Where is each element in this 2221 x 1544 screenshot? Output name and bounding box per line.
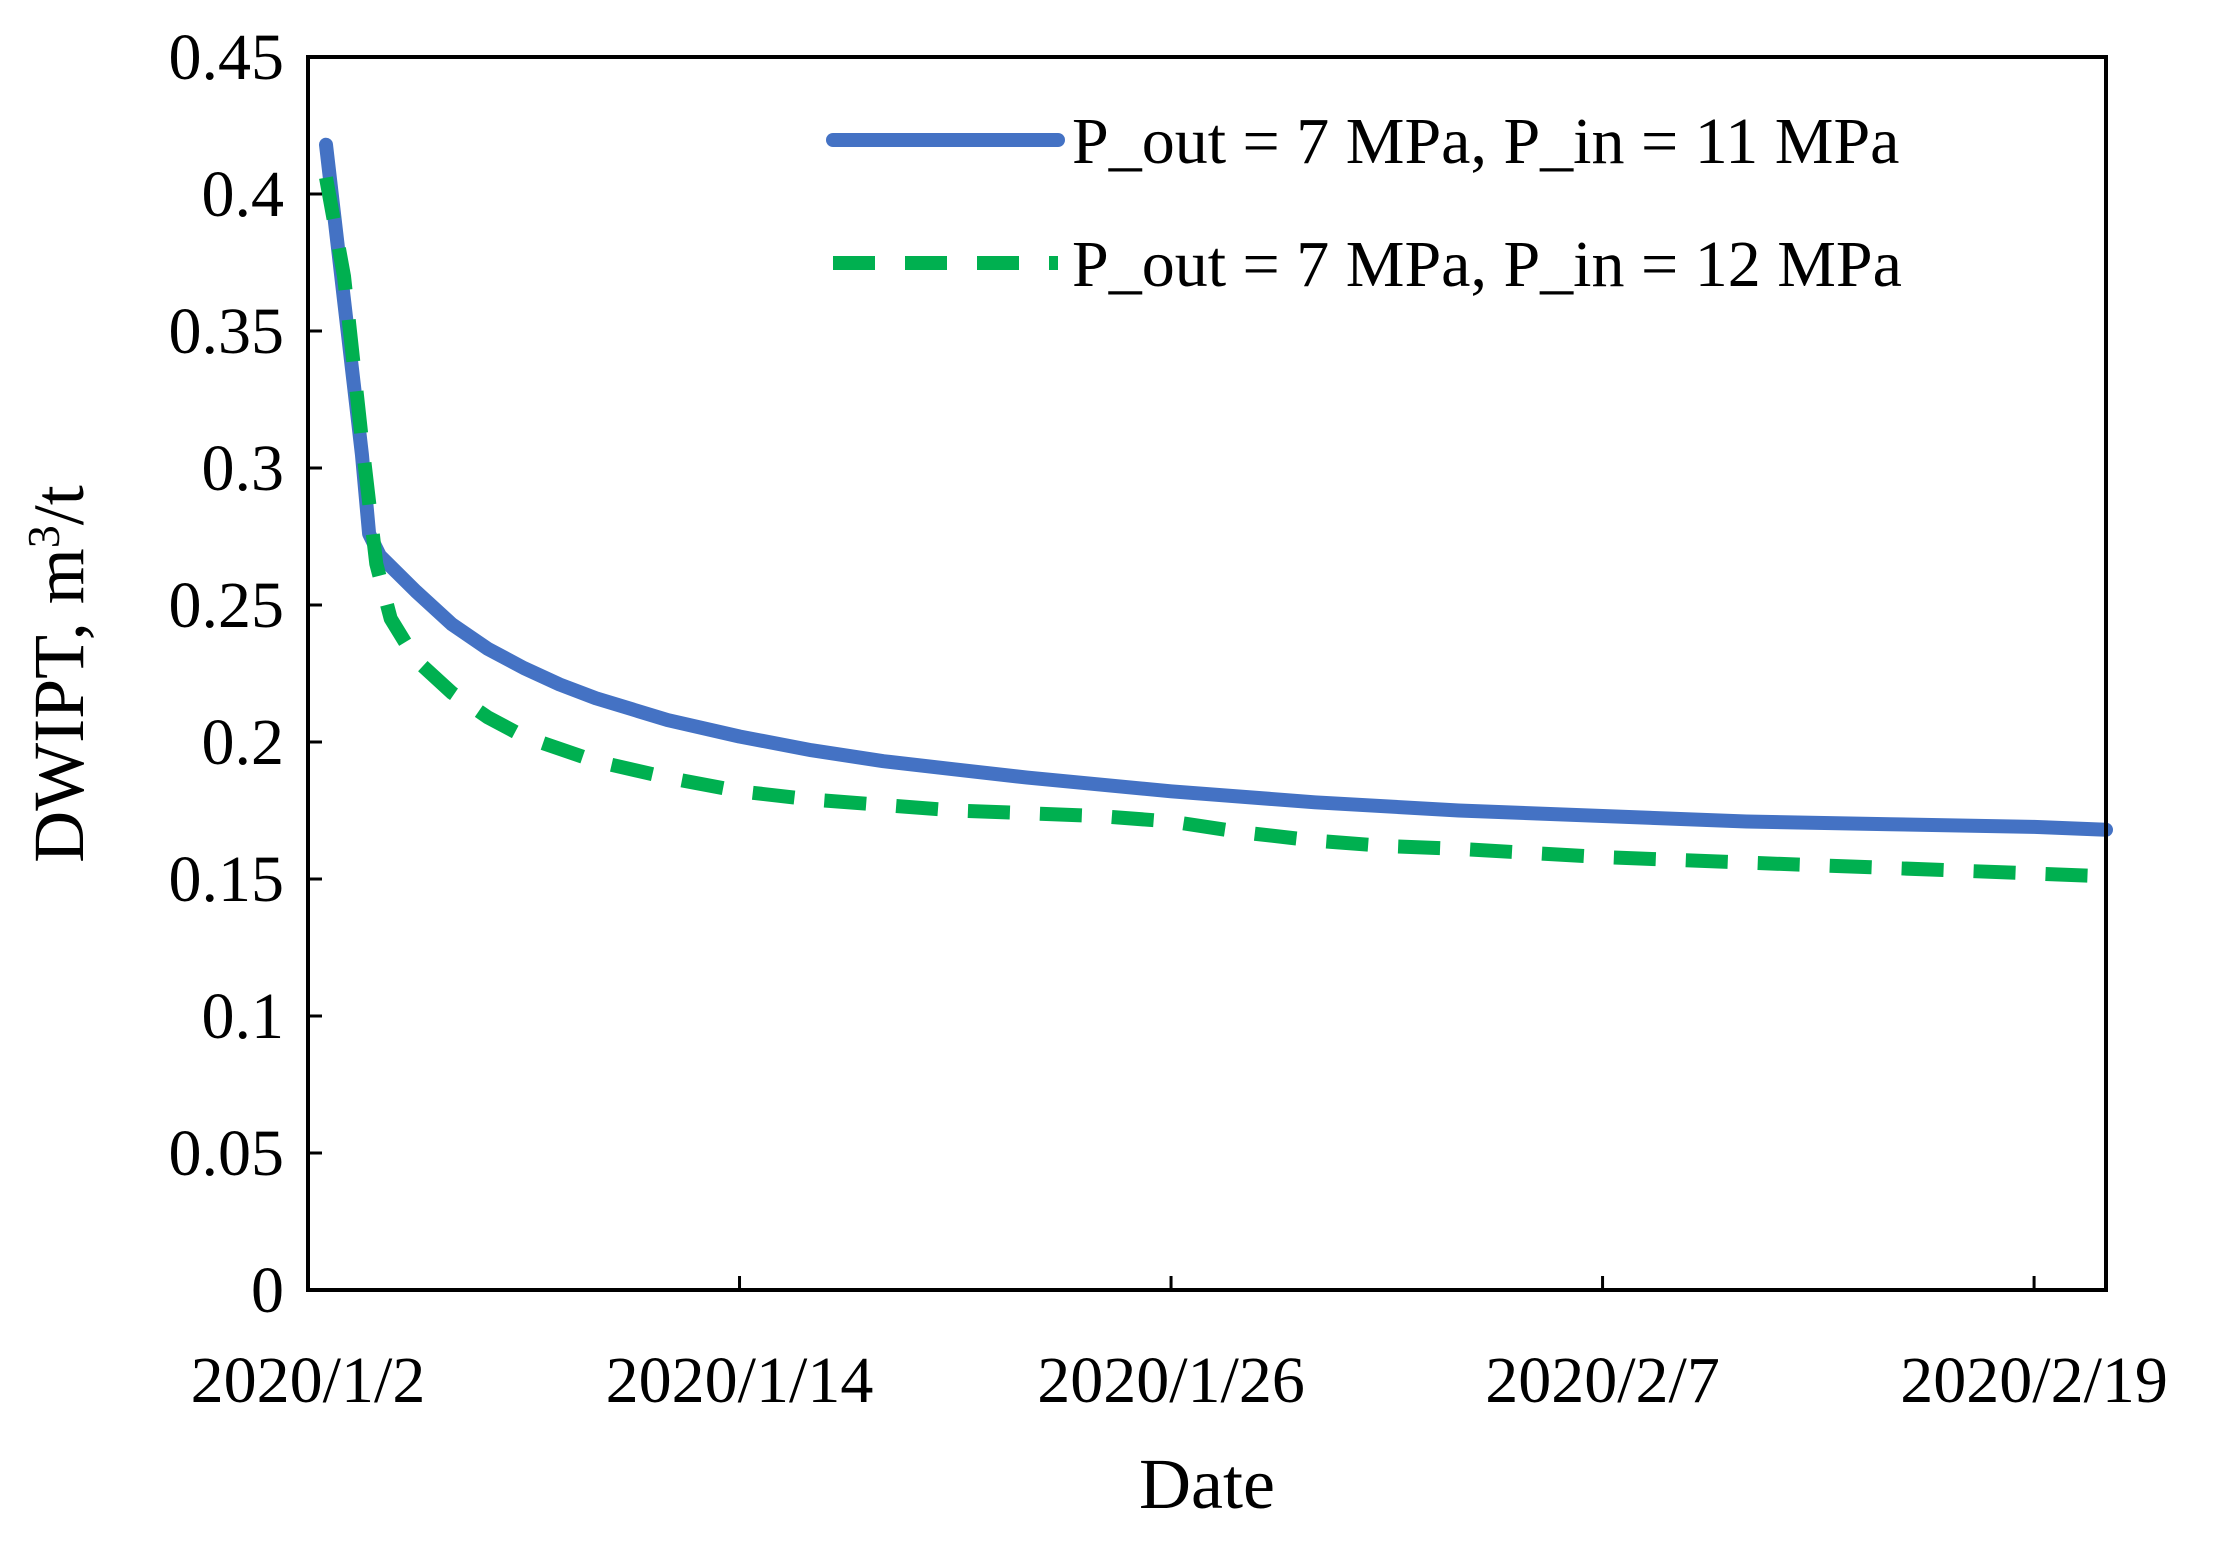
y-tick-label: 0.45 [169, 21, 285, 94]
x-tick-label: 2020/2/7 [1485, 1344, 1720, 1417]
series-line-2 [319, 176, 2107, 884]
y-tick-label: 0.25 [169, 569, 285, 642]
x-tick-label: 2020/2/19 [1900, 1344, 2168, 1417]
x-tick-label: 2020/1/14 [606, 1344, 874, 1417]
legend-label-series-1: P_out = 7 MPa, P_in = 11 MPa [1072, 105, 1899, 178]
y-axis-title-main: DWIPT, m [19, 548, 99, 863]
series-layer [319, 137, 2113, 884]
y-tick-label: 0.1 [202, 980, 285, 1053]
legend-label-series-2: P_out = 7 MPa, P_in = 12 MPa [1072, 228, 1902, 301]
y-tick-label: 0.4 [202, 158, 285, 231]
series-line-1 [319, 137, 2113, 837]
x-axis: 2020/1/2 2020/1/14 2020/1/26 2020/2/7 2020/2… [191, 1276, 2168, 1417]
y-axis-title-superscript: 3 [18, 525, 69, 548]
y-tick-label: 0 [251, 1254, 284, 1327]
plot-area-frame [306, 55, 2108, 1292]
x-tick-label: 2020/1/2 [191, 1344, 426, 1417]
x-tick-label: 2020/1/26 [1037, 1344, 1305, 1417]
y-axis-title-suffix: /t [19, 485, 99, 525]
y-tick-label: 0.2 [202, 706, 285, 779]
legend: P_out = 7 MPa, P_in = 11 MPa P_out = 7 M… [826, 105, 1902, 301]
y-tick-label: 0.15 [169, 843, 285, 916]
y-tick-label: 0.3 [202, 432, 285, 505]
y-tick-label: 0.05 [169, 1117, 285, 1190]
y-axis: 0 0.05 0.1 0.15 0.2 0.25 0.3 0.35 0.4 0.45 [169, 21, 322, 1327]
y-tick-label: 0.35 [169, 295, 285, 368]
y-axis-title: DWIPT, m3/t [18, 485, 99, 863]
x-axis-title: Date [1139, 1444, 1275, 1524]
